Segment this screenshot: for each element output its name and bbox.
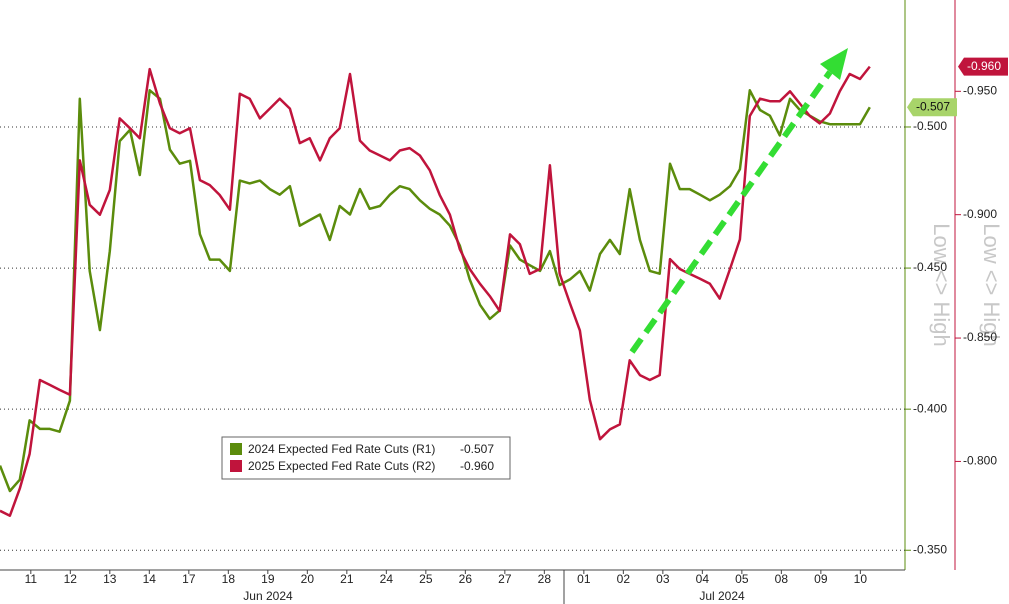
y2-tick-label: -0.900 <box>963 207 997 221</box>
legend-swatch <box>230 460 242 472</box>
y2-axis-label: Low <> High <box>979 223 1004 347</box>
legend-value: -0.507 <box>460 442 494 456</box>
y-tick-label: -0.350 <box>913 542 947 556</box>
arrow-head <box>820 48 848 80</box>
x-tick-label: 28 <box>538 572 552 586</box>
x-tick-label: 20 <box>301 572 315 586</box>
legend-label: 2024 Expected Fed Rate Cuts (R1) <box>248 442 435 456</box>
x-tick-label: 13 <box>103 572 117 586</box>
legend-swatch <box>230 443 242 455</box>
plot-area: -0.500 -0.450 -0.400 -0.350 -0.950 -0.900 -0.8… <box>0 65 997 586</box>
x-tick-label: 27 <box>498 572 512 586</box>
x-tick-label: 08 <box>775 572 789 586</box>
series-line <box>0 89 871 493</box>
x-tick-label: 11 <box>25 572 38 586</box>
legend-value: -0.960 <box>460 459 494 473</box>
month-label: Jul 2024 <box>699 589 745 603</box>
x-tick-label: 19 <box>261 572 275 586</box>
y2-tick-label: -0.850 <box>963 330 997 344</box>
y2-tick-label: -0.950 <box>963 83 997 97</box>
series-line <box>0 65 871 517</box>
arrow-shaft <box>629 70 833 354</box>
x-tick-label: 10 <box>854 572 868 586</box>
x-tick-label: 26 <box>459 572 473 586</box>
value-tag-label: -0.960 <box>967 59 1001 73</box>
y-tick-label: -0.450 <box>913 260 947 274</box>
x-tick-label: 14 <box>143 572 157 586</box>
x-tick-label: 12 <box>64 572 78 586</box>
x-tick-label: 09 <box>814 572 828 586</box>
y-axis-label: Low <> High <box>929 223 954 347</box>
legend-box <box>221 436 511 480</box>
x-tick-label: 24 <box>380 572 394 586</box>
value-tag-label: -0.507 <box>916 99 950 113</box>
y-tick-label: -0.400 <box>913 401 947 415</box>
x-tick-label: 18 <box>222 572 236 586</box>
trend-arrow <box>629 48 848 354</box>
legend: 2024 Expected Fed Rate Cuts (R1) -0.507 … <box>221 436 511 480</box>
x-tick-label: 04 <box>696 572 710 586</box>
legend-label: 2025 Expected Fed Rate Cuts (R2) <box>248 459 435 473</box>
x-tick-label: 03 <box>656 572 670 586</box>
x-tick-label: 05 <box>735 572 749 586</box>
y-tick-label: -0.500 <box>913 119 947 133</box>
x-tick-label: 01 <box>577 572 591 586</box>
y2-tick-label: -0.800 <box>963 454 997 468</box>
value-tag <box>907 98 957 117</box>
x-tick-label: 21 <box>340 572 354 586</box>
x-tick-label: 02 <box>617 572 631 586</box>
x-tick-label: 17 <box>182 572 196 586</box>
month-label: Jun 2024 <box>243 589 293 603</box>
value-tag <box>958 57 1008 76</box>
x-tick-label: 25 <box>419 572 433 586</box>
